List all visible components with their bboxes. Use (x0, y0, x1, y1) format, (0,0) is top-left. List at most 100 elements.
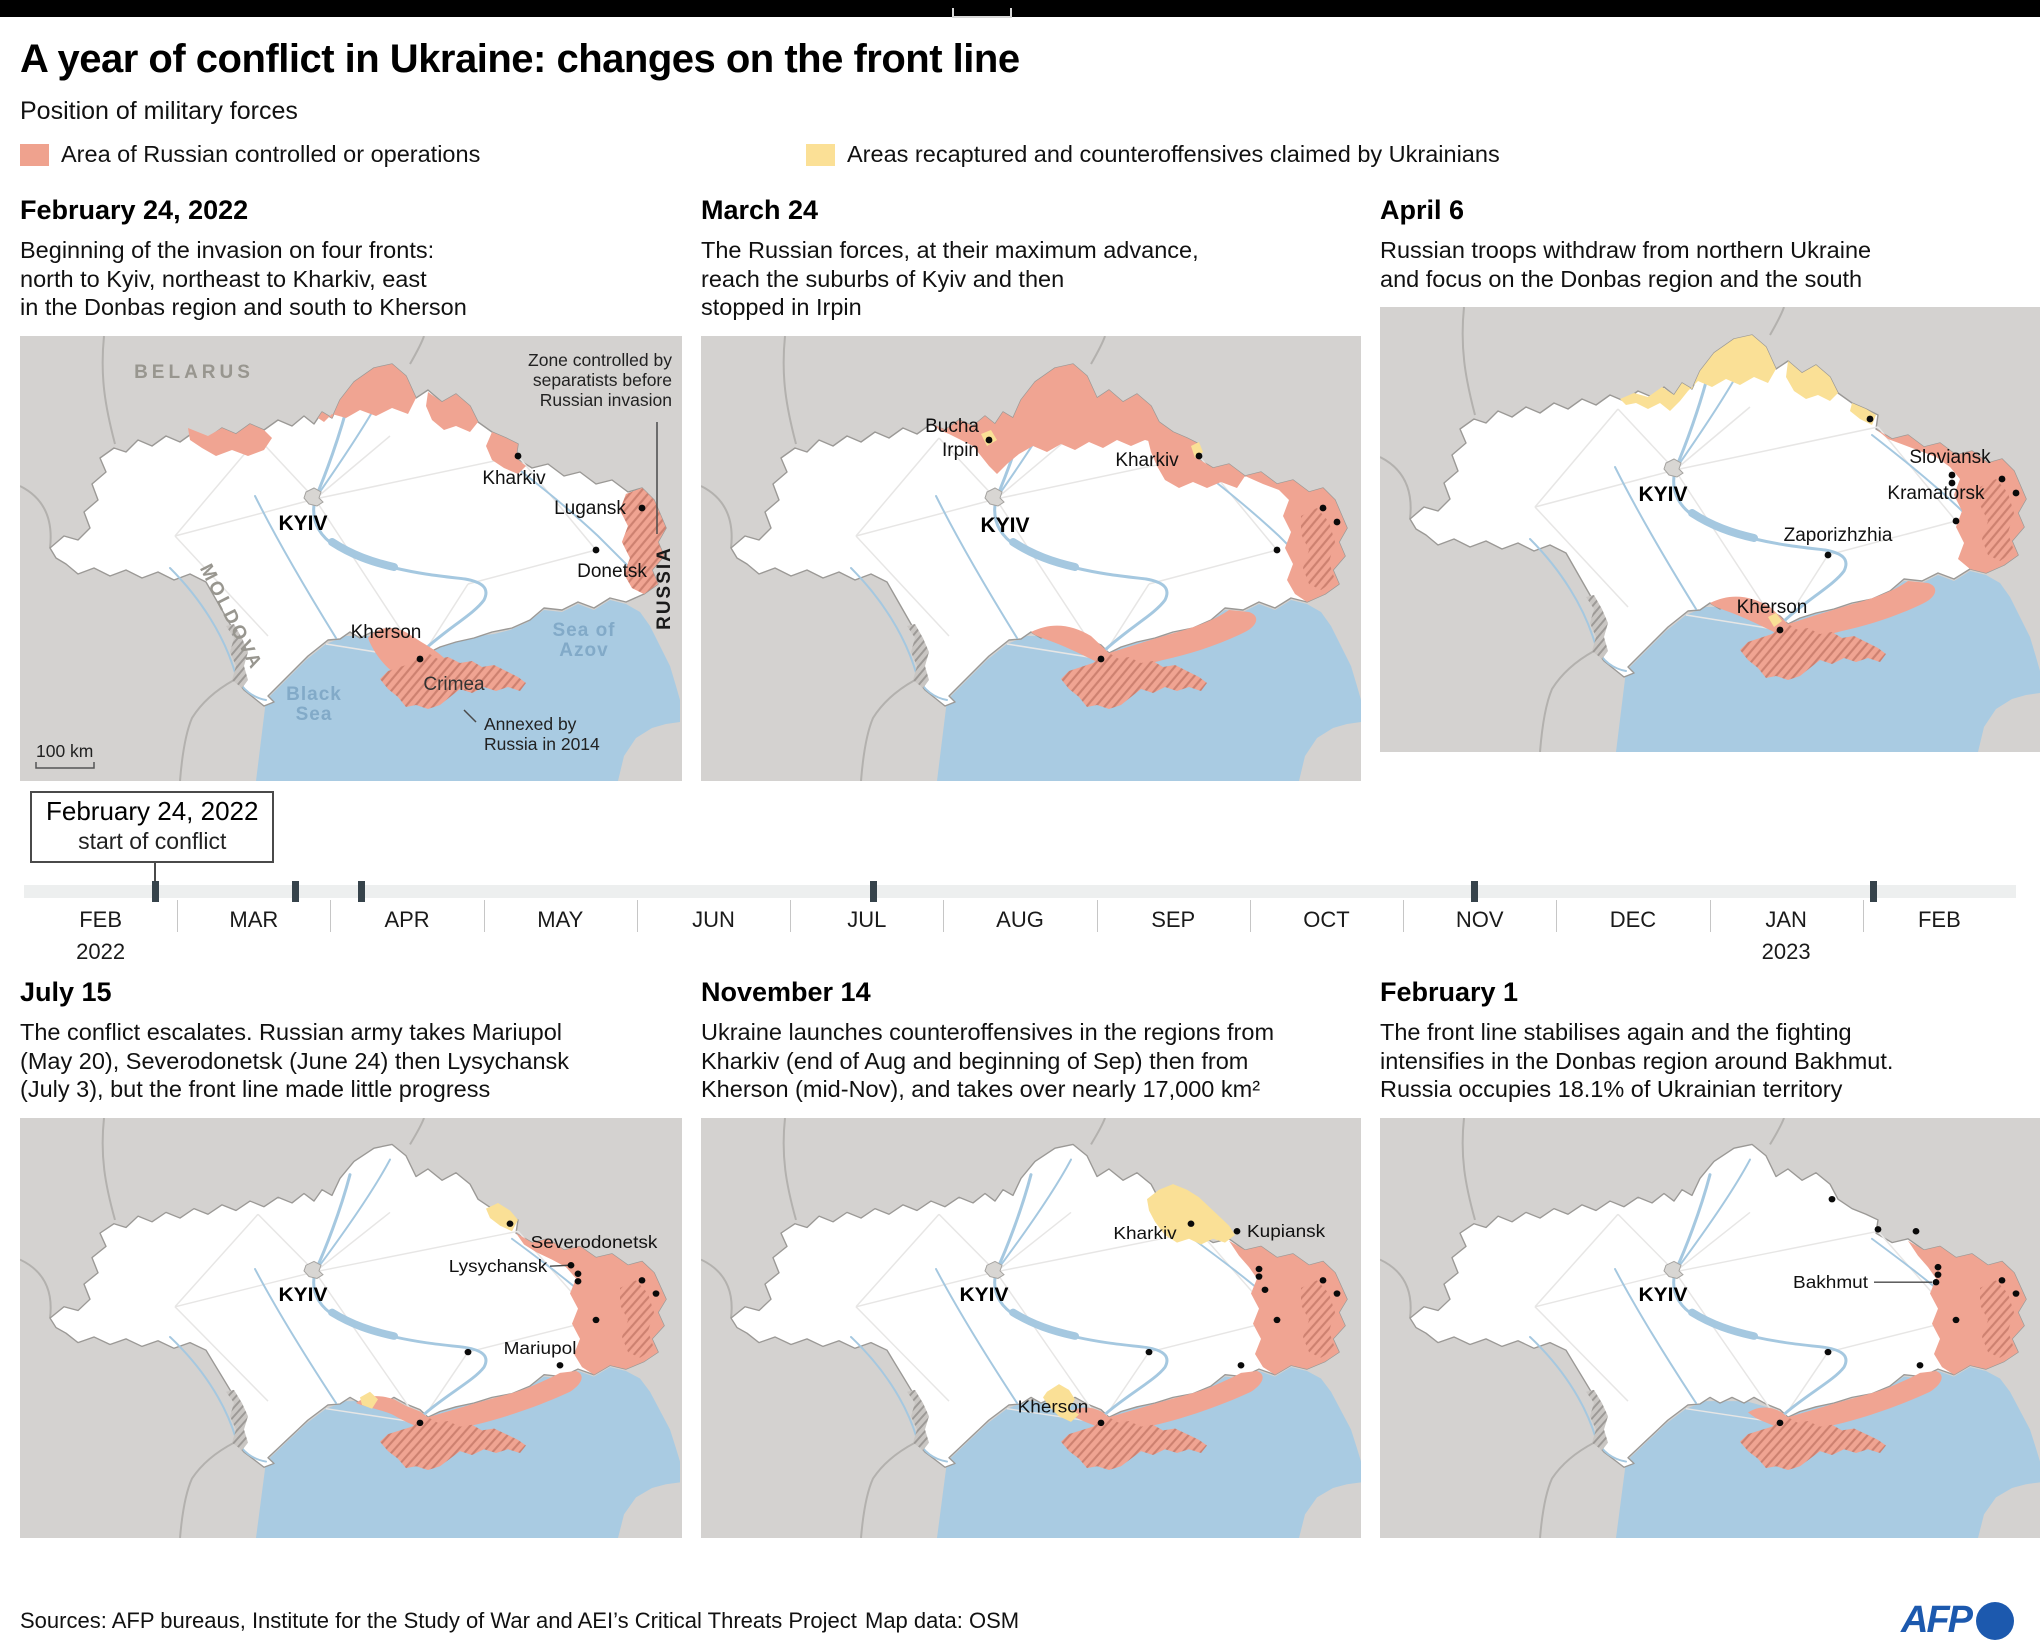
city-dot (1261, 1286, 1269, 1293)
map-label: Mariupol (504, 1337, 577, 1357)
city-dot (1932, 1278, 1940, 1286)
panel-header-m3: April 6 (1380, 195, 1465, 225)
panel-header-m4: July 15 (20, 976, 112, 1007)
panel-m1: February 24, 2022 Beginning of the invasi… (19, 195, 682, 782)
city-dot (1319, 1277, 1327, 1284)
map-label: KYIV (960, 1285, 1009, 1306)
city-dot (1187, 1220, 1195, 1227)
map-label: KYIV (1639, 1285, 1688, 1306)
timeline-event-tick-march-24 (291, 880, 299, 902)
city-dot (1776, 1419, 1784, 1427)
map-label: KYIV (980, 514, 1029, 537)
timeline-month-dec: DEC (1609, 906, 1657, 932)
page-title: A year of conflict in Ukraine: changes o… (20, 37, 1020, 81)
map-label: Kupiansk (1247, 1220, 1326, 1240)
panel-description-m5: Ukraine launches counteroffensives in th… (701, 1018, 1275, 1103)
map-label: Sea of Azov (552, 620, 615, 661)
map-label: Kherson (351, 622, 422, 643)
panel-description-m6: The front line stabilises again and the … (1380, 1018, 1894, 1103)
panel-header-m5: November 14 (701, 976, 871, 1007)
map-label: KYIV (278, 512, 327, 535)
city-dot (506, 1220, 514, 1227)
timeline-month-separator (1862, 899, 1864, 932)
city-dot (1333, 1290, 1341, 1297)
timeline-month-separator (1096, 899, 1098, 932)
city-dot (1824, 1348, 1832, 1356)
map-label: Bucha (925, 416, 979, 437)
timeline-event-tick-february-1 (1869, 880, 1877, 902)
city-dot (416, 1419, 424, 1427)
map-label: Zaporizhzhia (1784, 525, 1893, 546)
legend-item-russian: Area of Russian controlled or operations (20, 141, 480, 168)
afp-logo-globe-icon (1976, 1601, 2014, 1640)
timeline-callout-caption: start of conflict (78, 827, 227, 854)
city-dot (1255, 1273, 1263, 1280)
maps-row-top: February 24, 2022 Beginning of the invasi… (0, 195, 2040, 782)
timeline-event-tick-april-6 (357, 880, 365, 902)
timeline-month-separator (1556, 899, 1558, 932)
map-label: Annexed by Russia in 2014 (484, 714, 600, 754)
panel-header-m2: March 24 (701, 195, 819, 225)
timeline-callout-leader (154, 858, 157, 885)
city-dot (1824, 551, 1832, 559)
timeline-month-sep: SEP (1151, 906, 1196, 932)
panel-header-m1: February 24, 2022 (20, 195, 249, 225)
map-svg-m6: KYIV Bakhmut (1379, 1117, 2040, 1539)
panel-description-m3: Russian troops withdraw from northern Uk… (1380, 237, 1872, 292)
map-label: KYIV (279, 1285, 328, 1306)
city-dot (1097, 655, 1105, 663)
footer: Sources: AFP bureaus, Institute for the … (20, 1598, 2020, 1642)
city-dot (514, 452, 522, 460)
timeline-month-feb: FEB (1917, 906, 1961, 932)
kyiv-city-marker (303, 1260, 324, 1279)
maps-row-bottom: July 15 The conflict escalates. Russian a… (0, 976, 2040, 1539)
city-dot (1255, 1265, 1263, 1273)
map-svg-m3: KYIV Sloviansk Kramatorsk Zaporizhzhia Khers… (1379, 306, 2040, 753)
timeline-month-mar: MAR (229, 906, 279, 932)
kyiv-city-marker (984, 1260, 1005, 1279)
timeline-month-aug: AUG (996, 906, 1044, 932)
city-dot (1273, 546, 1281, 554)
map-m5: KYIV Kharkiv Kupiansk Kherson (700, 1117, 1361, 1539)
legend-item-ukrainian: Areas recaptured and counteroffensives c… (806, 141, 1500, 168)
timeline-event-tick-february-24-2022 (152, 880, 160, 902)
map-label: Kherson (1018, 1396, 1089, 1416)
footer-sources: Sources: AFP bureaus, Institute for the … (20, 1608, 857, 1633)
map-label: Zone controlled by separatists before Russ… (528, 350, 672, 410)
city-dot (652, 1290, 660, 1297)
map-svg-m4: KYIV Severodonetsk Lysychansk Mariupol (19, 1117, 680, 1539)
map-label: Kharkiv (482, 468, 546, 489)
city-dot (1998, 475, 2006, 483)
city-dot (2012, 1290, 2020, 1297)
legend-label-ukrainian: Areas recaptured and counteroffensives c… (847, 141, 1500, 167)
map-svg-m2: Bucha Irpin KYIV Kharkiv (700, 335, 1361, 782)
panel-m5: November 14 Ukraine launches counteroffen… (700, 976, 1361, 1539)
city-dot (1097, 1419, 1105, 1427)
afp-logo: AFP (1901, 1599, 2014, 1642)
map-m6: KYIV Bakhmut (1379, 1117, 2040, 1539)
top-black-bar (0, 0, 2040, 18)
map-label: BELARUS (134, 362, 254, 383)
timeline-month-nov: NOV (1455, 906, 1504, 932)
city-dot (567, 1261, 575, 1269)
city-dot (1916, 1362, 1924, 1369)
timeline-month-jan2023: JAN 2023 (1761, 906, 1811, 964)
timeline-month-jul: JUL (847, 906, 887, 932)
timeline-month-jun: JUN (692, 906, 735, 932)
map-label: Lugansk (554, 498, 626, 519)
city-dot (1874, 1226, 1882, 1233)
timeline-month-separator (330, 899, 332, 932)
city-dot (1237, 1362, 1245, 1369)
map-label: Kherson (1737, 597, 1808, 618)
timeline-callout-date: February 24, 2022 (46, 795, 259, 826)
city-dot (592, 546, 600, 554)
timeline: February 24, 2022 start of conflict FEB 2… (24, 787, 2016, 964)
map-label: Crimea (423, 674, 485, 695)
city-dot (985, 436, 993, 444)
timeline-month-separator (790, 899, 792, 932)
timeline-month-separator (1403, 899, 1405, 932)
timeline-event-tick-july-15 (869, 880, 877, 902)
city-dot (638, 1277, 646, 1284)
city-dot (416, 655, 424, 663)
